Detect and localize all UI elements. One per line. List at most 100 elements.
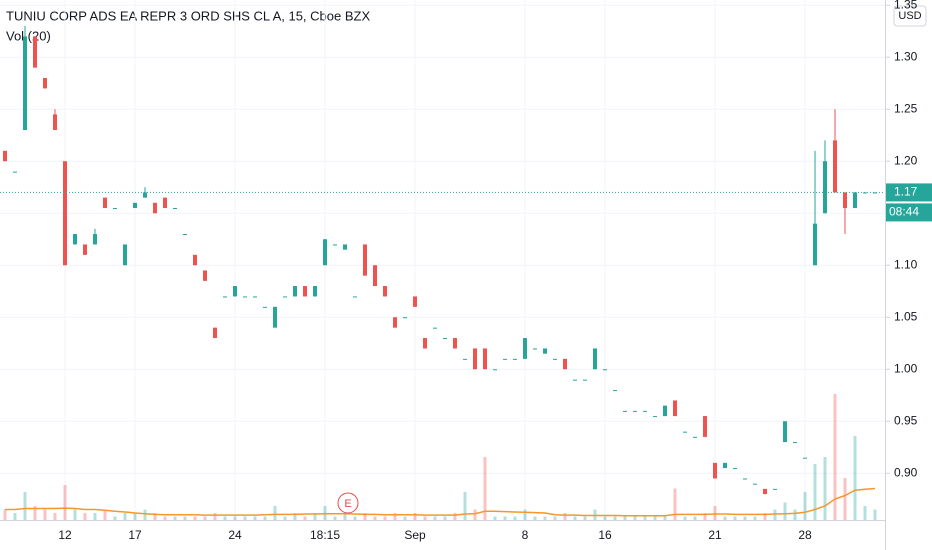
volume-bar: [3, 509, 7, 520]
candle-body: [713, 462, 717, 479]
candle-body: [743, 478, 747, 480]
candle-body: [233, 286, 237, 297]
candle-body: [303, 286, 307, 297]
candle-body: [763, 488, 767, 495]
candle-body: [603, 369, 607, 371]
candle-body: [723, 462, 727, 469]
candle-body: [443, 338, 447, 340]
candle-body: [393, 317, 397, 328]
volume-bar: [523, 509, 527, 520]
volume-bar: [173, 516, 177, 520]
candle-body: [423, 338, 427, 349]
candle-body: [653, 416, 657, 418]
candle-body: [593, 348, 597, 370]
candle-body: [873, 192, 877, 194]
volume-bar: [83, 513, 87, 520]
y-tick-label: 1.25: [894, 101, 918, 115]
volume-bar: [613, 516, 617, 520]
candle-body: [203, 270, 207, 281]
x-tick-label: 21: [708, 528, 722, 542]
candle-body: [23, 36, 27, 131]
volume-bar: [273, 506, 277, 520]
candle-body: [803, 457, 807, 459]
volume-bar: [353, 516, 357, 520]
candle-body: [3, 150, 7, 162]
candle-body: [413, 296, 417, 307]
volume-bar: [133, 513, 137, 520]
volume-bar: [793, 509, 797, 520]
candle-body: [63, 161, 67, 266]
volume-label: Vol (20): [6, 28, 51, 43]
volume-bar: [473, 509, 477, 520]
y-tick-label: 1.05: [894, 309, 918, 323]
candle-body: [693, 436, 697, 438]
x-tick-label: 28: [798, 528, 812, 542]
candle-body: [853, 192, 857, 209]
candle-body: [143, 192, 147, 198]
candle-body: [53, 114, 57, 131]
volume-bar: [453, 513, 457, 520]
countdown-box: [886, 203, 932, 222]
volume-bar: [243, 516, 247, 520]
volume-bar: [533, 516, 537, 520]
candle-body: [383, 286, 387, 297]
volume-bar: [753, 516, 757, 520]
volume-bar: [73, 509, 77, 520]
volume-bar: [723, 516, 727, 520]
volume-bar: [483, 457, 487, 520]
candle-body: [343, 244, 347, 250]
candle-body: [493, 369, 497, 371]
event-marker[interactable]: [337, 492, 359, 514]
candle-body: [433, 327, 437, 329]
candle-body: [843, 192, 847, 209]
volume-bar: [463, 492, 467, 520]
volume-bar: [183, 516, 187, 520]
x-tick-label: 24: [228, 528, 242, 542]
volume-bar: [713, 506, 717, 520]
candle-body: [183, 234, 187, 236]
candle-body: [453, 338, 457, 349]
x-tick-label: Sep: [404, 528, 426, 542]
volume-bar: [63, 485, 67, 520]
candle-body: [813, 223, 817, 266]
volume-bar: [33, 506, 37, 520]
unit-box[interactable]: [893, 5, 927, 27]
candle-body: [193, 254, 197, 266]
candle-body: [753, 483, 757, 485]
candle-body: [473, 348, 477, 370]
volume-bar: [813, 464, 817, 520]
volume-bar: [853, 436, 857, 520]
candle-body: [533, 348, 537, 350]
volume-bar: [873, 509, 877, 520]
volume-bar: [163, 516, 167, 520]
candle-body: [683, 431, 687, 433]
candle-body: [163, 197, 167, 209]
volume-bar: [783, 502, 787, 520]
volume-bar: [223, 516, 227, 520]
candle-body: [623, 410, 627, 412]
volume-bar: [343, 509, 347, 520]
volume-bar: [663, 516, 667, 520]
volume-bar: [213, 513, 217, 520]
candle-body: [553, 358, 557, 360]
volume-bar: [283, 516, 287, 520]
volume-bar: [763, 513, 767, 520]
volume-bar: [403, 516, 407, 520]
volume-bar: [123, 513, 127, 520]
candle-body: [563, 358, 567, 370]
y-tick-label: 1.10: [894, 257, 918, 271]
volume-bar: [653, 516, 657, 520]
volume-bar: [333, 516, 337, 520]
volume-bar: [303, 516, 307, 520]
candle-body: [13, 171, 17, 173]
volume-bar: [633, 516, 637, 520]
volume-bar: [363, 513, 367, 520]
volume-bar: [823, 457, 827, 520]
candle-body: [613, 390, 617, 392]
y-tick-label: 1.20: [894, 153, 918, 167]
volume-bar: [253, 516, 257, 520]
candle-body: [663, 405, 667, 417]
volume-bar: [743, 516, 747, 520]
candle-body: [463, 358, 467, 360]
x-tick-label: 16: [598, 528, 612, 542]
